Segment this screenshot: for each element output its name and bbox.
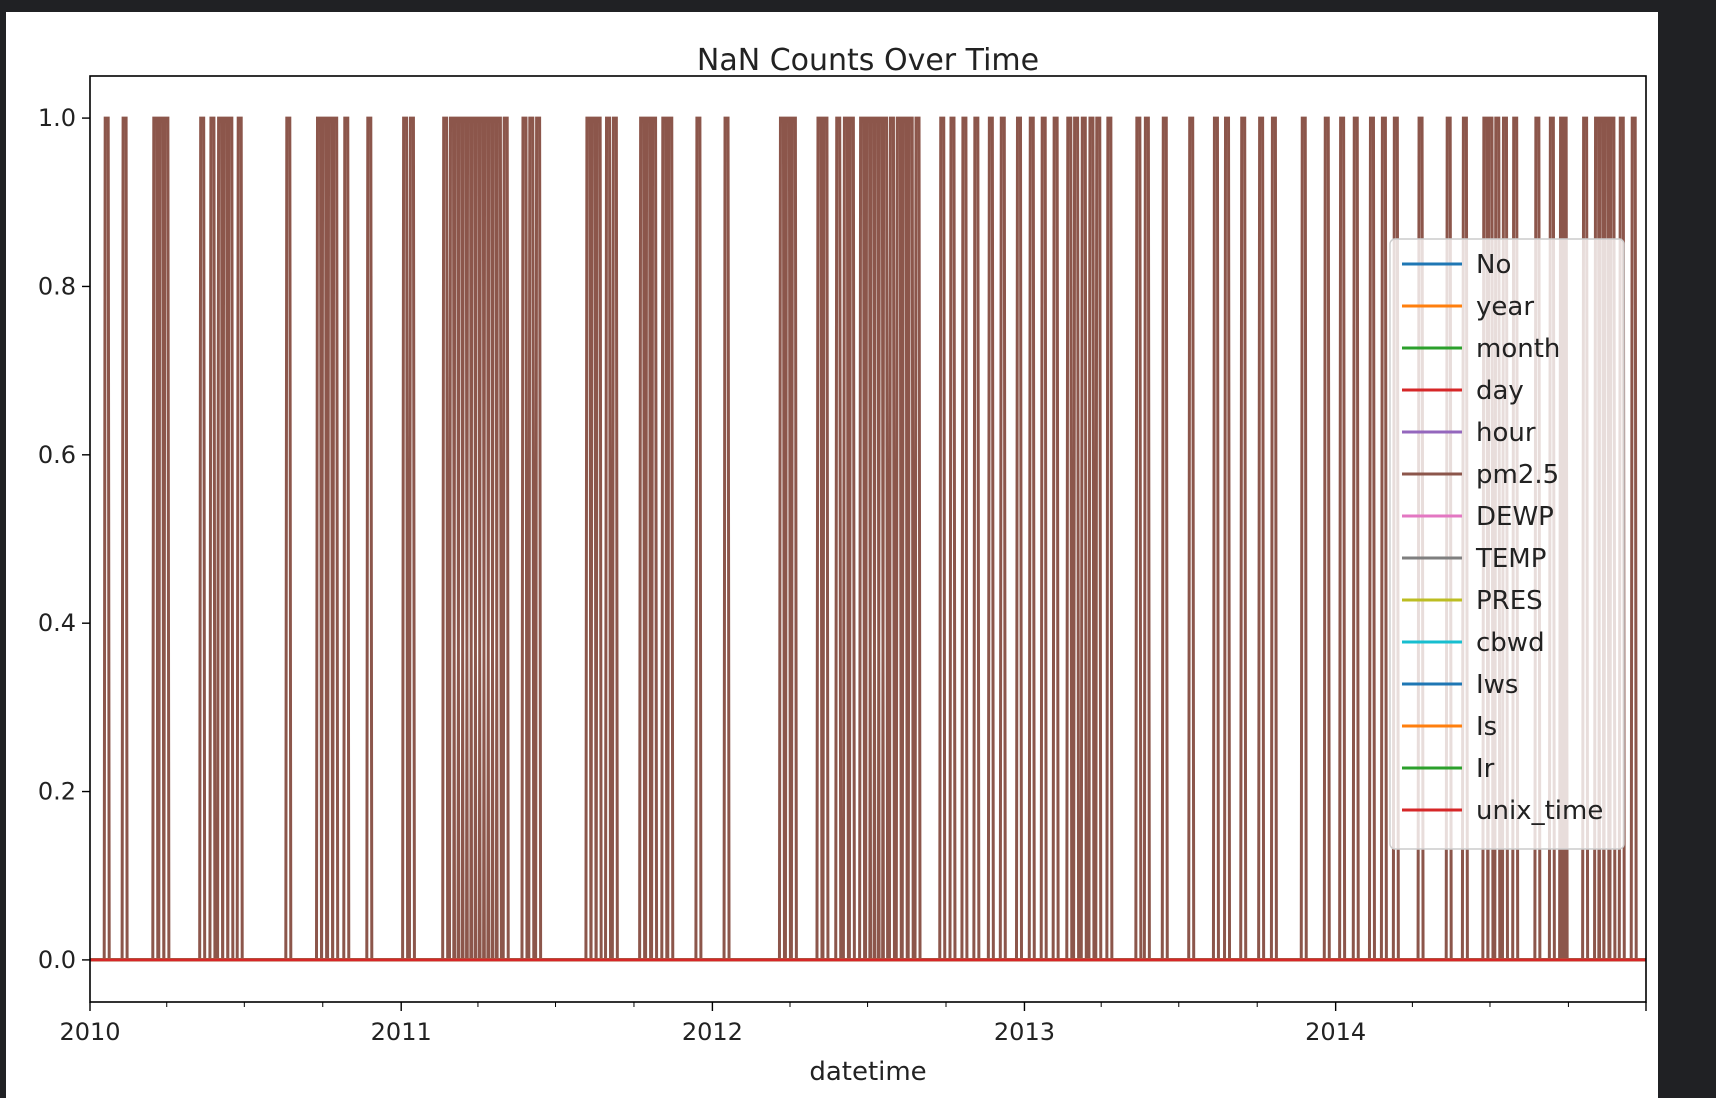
y-tick-label: 0.6 bbox=[38, 441, 76, 469]
y-axis: 0.0 0.2 0.4 0.6 0.8 1.0 bbox=[38, 104, 90, 974]
legend-label: month bbox=[1476, 334, 1560, 364]
legend-label: year bbox=[1476, 292, 1534, 322]
legend-label: Iws bbox=[1476, 670, 1518, 700]
legend-label: day bbox=[1476, 376, 1524, 406]
legend-label: pm2.5 bbox=[1476, 460, 1559, 490]
x-axis: 2010 2011 2012 2013 2014 bbox=[59, 1002, 1647, 1046]
legend-label: PRES bbox=[1476, 586, 1543, 616]
y-tick-label: 0.8 bbox=[38, 272, 76, 300]
y-tick-label: 0.0 bbox=[38, 946, 76, 974]
y-tick-label: 0.4 bbox=[38, 609, 76, 637]
y-tick-label: 0.2 bbox=[38, 778, 76, 806]
legend-label: unix_time bbox=[1476, 796, 1603, 826]
x-axis-label: datetime bbox=[809, 1057, 926, 1087]
figure: NaN Counts Over Time 0.0 0.2 0.4 0.6 0.8 1.0 … bbox=[6, 12, 1658, 1098]
x-tick-label: 2012 bbox=[682, 1018, 743, 1046]
legend-label: No bbox=[1476, 250, 1511, 280]
x-tick-label: 2011 bbox=[371, 1018, 432, 1046]
legend-label: Ir bbox=[1476, 754, 1495, 784]
x-tick-label: 2014 bbox=[1305, 1018, 1366, 1046]
legend-label: DEWP bbox=[1476, 502, 1554, 532]
legend-label: TEMP bbox=[1475, 544, 1546, 574]
x-tick-label: 2013 bbox=[994, 1018, 1055, 1046]
chart-title: NaN Counts Over Time bbox=[697, 43, 1039, 78]
legend-label: Is bbox=[1476, 712, 1497, 742]
plot-area bbox=[89, 75, 1647, 1003]
series-layer bbox=[90, 116, 1646, 962]
y-tick-label: 1.0 bbox=[38, 104, 76, 132]
legend-label: cbwd bbox=[1476, 628, 1545, 658]
nan-counts-chart: NaN Counts Over Time 0.00.20.40.60.81.0 … bbox=[38, 43, 1647, 1087]
legend-label: hour bbox=[1476, 418, 1536, 448]
legend: No year month day hour pm2.5 DEWP TEMP PRES cbwd I… bbox=[1389, 238, 1625, 850]
x-tick-label: 2010 bbox=[59, 1018, 120, 1046]
